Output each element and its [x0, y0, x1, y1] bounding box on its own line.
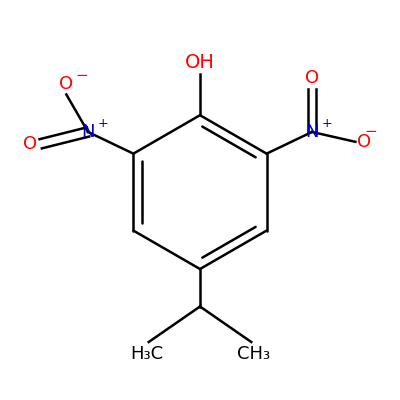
Text: H₃C: H₃C	[130, 345, 163, 363]
Text: +: +	[322, 117, 332, 130]
Text: +: +	[98, 117, 108, 130]
Text: O: O	[59, 74, 73, 92]
Text: O: O	[23, 135, 37, 153]
Text: −: −	[365, 124, 378, 140]
Text: O: O	[357, 133, 372, 151]
Text: N: N	[81, 123, 95, 141]
Text: −: −	[76, 68, 88, 83]
Text: O: O	[305, 68, 319, 86]
Text: OH: OH	[185, 53, 215, 72]
Text: CH₃: CH₃	[237, 345, 270, 363]
Text: N: N	[305, 123, 319, 141]
